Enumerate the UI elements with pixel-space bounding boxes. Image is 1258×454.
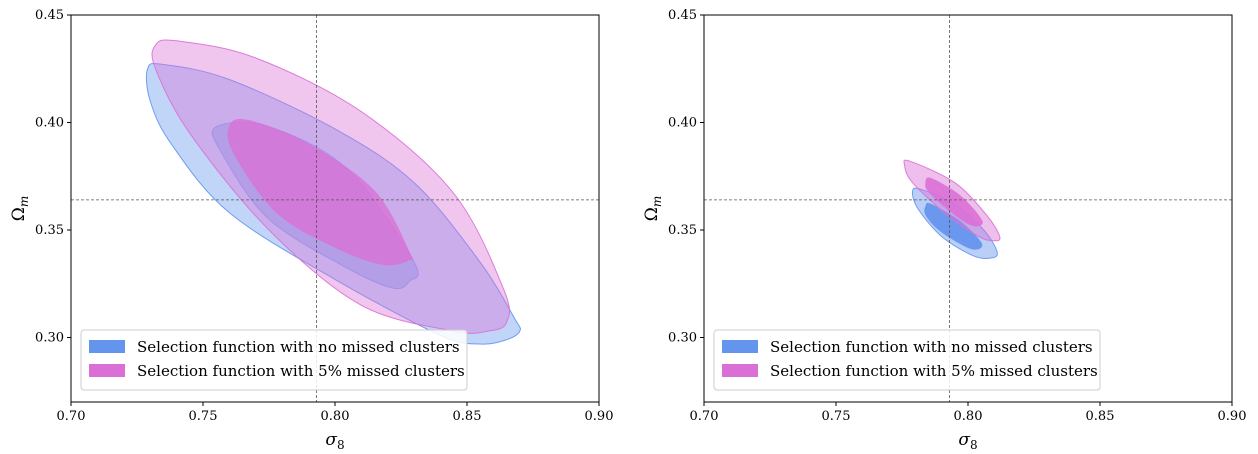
x-axis-label: σ8 [958, 430, 977, 452]
y-tick-label: 0.40 [668, 116, 697, 131]
y-axis-label: Ωm [9, 196, 31, 222]
plot-area [71, 15, 599, 402]
x-tick-label: 0.75 [189, 409, 218, 424]
legend: Selection function with no missed cluste… [80, 329, 468, 391]
y-tick-label: 0.40 [35, 116, 64, 131]
x-tick-label: 0.90 [1218, 409, 1247, 424]
x-tick-label: 0.85 [453, 409, 482, 424]
y-axis-label: Ωm [642, 196, 664, 222]
legend-swatch [89, 340, 125, 353]
y-tick-label: 0.30 [35, 331, 64, 346]
y-tick-label: 0.30 [668, 331, 697, 346]
legend-label: Selection function with 5% missed cluste… [770, 362, 1098, 380]
legend: Selection function with no missed cluste… [713, 329, 1101, 391]
x-axis-label: σ8 [325, 430, 344, 452]
x-tick-label: 0.75 [822, 409, 851, 424]
legend-swatch [722, 364, 758, 377]
x-tick-label: 0.80 [321, 409, 350, 424]
legend-swatch [722, 340, 758, 353]
contour-missed-inner [227, 118, 414, 266]
x-tick-label: 0.90 [585, 409, 614, 424]
y-tick-label: 0.45 [35, 8, 64, 23]
legend-box [80, 329, 468, 391]
x-tick-label: 0.80 [954, 409, 983, 424]
legend-label: Selection function with 5% missed cluste… [137, 362, 465, 380]
y-tick-label: 0.45 [668, 8, 697, 23]
legend-label: Selection function with no missed cluste… [137, 338, 460, 356]
chart-panel-1: 0.70 0.75 0.80 0.85 0.90 0.30 0.35 0.40 0.45 σ8 Ωm… [9, 8, 613, 452]
chart-panel-2: 0.70 0.75 0.80 0.85 0.90 0.30 0.35 0.40 0.45 σ8 Ωm… [642, 8, 1246, 452]
legend-label: Selection function with no missed cluste… [770, 338, 1093, 356]
y-tick-label: 0.35 [35, 223, 64, 238]
x-tick-label: 0.70 [57, 409, 86, 424]
legend-box [713, 329, 1101, 391]
x-tick-label: 0.85 [1086, 409, 1115, 424]
legend-swatch [89, 364, 125, 377]
x-tick-label: 0.70 [690, 409, 719, 424]
y-tick-label: 0.35 [668, 223, 697, 238]
contour-missed-inner [924, 177, 983, 227]
